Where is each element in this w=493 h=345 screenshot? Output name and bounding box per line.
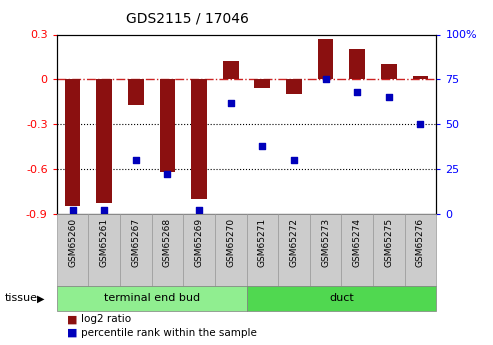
Text: GSM65275: GSM65275 (385, 218, 393, 267)
Point (290, 157, 298, 163)
Bar (310, 214, 341, 286)
Bar (246, 214, 278, 286)
Text: tissue: tissue (5, 294, 38, 303)
Bar (191, 79, 207, 199)
Bar (413, 76, 428, 79)
Text: GSM65269: GSM65269 (195, 218, 204, 267)
Bar (183, 214, 215, 286)
Point (227, 100, 235, 106)
Bar (57, 214, 88, 286)
Point (385, 95, 393, 100)
Text: GSM65268: GSM65268 (163, 218, 172, 267)
Bar (128, 79, 143, 105)
Bar (286, 79, 302, 94)
Bar (215, 214, 246, 286)
Bar (373, 214, 405, 286)
Bar (120, 214, 152, 286)
Text: GSM65260: GSM65260 (68, 218, 77, 267)
Text: GSM65273: GSM65273 (321, 218, 330, 267)
Bar (152, 214, 183, 286)
Bar (65, 79, 80, 206)
Bar (88, 214, 120, 286)
Bar (350, 49, 365, 79)
Text: ■: ■ (67, 328, 77, 338)
Point (100, 208, 108, 213)
Text: log2 ratio: log2 ratio (81, 314, 132, 324)
Point (258, 143, 266, 148)
Text: GSM65276: GSM65276 (416, 218, 425, 267)
Text: GDS2115 / 17046: GDS2115 / 17046 (126, 12, 249, 26)
Text: GSM65270: GSM65270 (226, 218, 235, 267)
Bar (254, 79, 270, 88)
Bar (246, 286, 436, 310)
Bar (160, 79, 176, 172)
Bar (317, 39, 333, 79)
Text: percentile rank within the sample: percentile rank within the sample (81, 328, 257, 338)
Text: ▶: ▶ (37, 294, 44, 303)
Bar (57, 286, 246, 310)
Point (417, 121, 424, 127)
Point (353, 89, 361, 95)
Text: GSM65267: GSM65267 (131, 218, 141, 267)
Bar (341, 214, 373, 286)
Bar (223, 61, 239, 79)
Bar (278, 214, 310, 286)
Point (164, 172, 172, 177)
Bar (381, 65, 397, 79)
Text: GSM65261: GSM65261 (100, 218, 108, 267)
Point (69, 208, 76, 213)
Point (132, 157, 140, 163)
Text: terminal end bud: terminal end bud (104, 294, 200, 303)
Bar (96, 79, 112, 204)
Bar (405, 214, 436, 286)
Text: ■: ■ (67, 314, 77, 324)
Text: GSM65272: GSM65272 (289, 218, 298, 267)
Point (195, 208, 203, 213)
Text: GSM65271: GSM65271 (258, 218, 267, 267)
Text: GSM65274: GSM65274 (352, 218, 362, 267)
Text: duct: duct (329, 294, 354, 303)
Point (321, 77, 329, 82)
